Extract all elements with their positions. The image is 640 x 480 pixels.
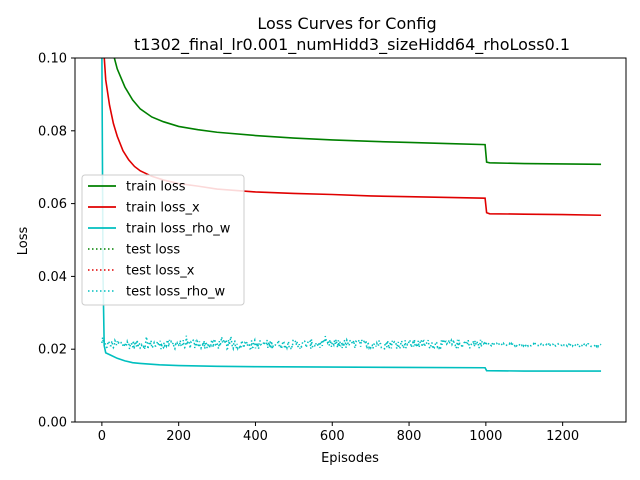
axis-ticks: 0 200 400 600 800 1000 1200 0.00 0.02 0.04 0.06 0.0… [38,52,579,445]
y-tick-label: 0.00 [38,416,67,431]
legend-entry-5: test loss_rho_w [126,285,226,300]
legend-entry-3: test loss [126,243,180,258]
y-tick-label: 0.06 [38,197,67,212]
y-axis-label: Loss [16,227,31,256]
chart-subtitle: t1302_final_lr0.001_numHidd3_sizeHidd64_… [134,35,570,55]
series-line-2 [101,58,602,372]
series-line-0 [113,58,602,166]
x-tick-label: 600 [320,429,345,444]
chart-title: Loss Curves for Config [257,14,436,33]
legend-entry-1: train loss_x [126,201,200,216]
y-tick-label: 0.04 [38,270,67,285]
x-tick-label: 800 [397,429,422,444]
x-tick-label: 1200 [546,429,579,444]
y-tick-label: 0.02 [38,343,67,358]
legend-entry-2: train loss_rho_w [126,222,231,237]
axes-frame [74,57,627,423]
legend-entry-4: test loss_x [126,264,195,279]
x-tick-label: 0 [98,429,106,444]
y-tick-label: 0.10 [38,52,67,67]
legend-box [81,174,245,306]
series-line-5 [101,335,602,352]
y-tick-label: 0.08 [38,124,67,139]
x-tick-label: 200 [166,429,191,444]
x-tick-label: 400 [243,429,268,444]
x-axis-label: Episodes [321,451,379,466]
legend-entry-0: train loss [126,180,186,195]
x-tick-label: 1000 [469,429,502,444]
